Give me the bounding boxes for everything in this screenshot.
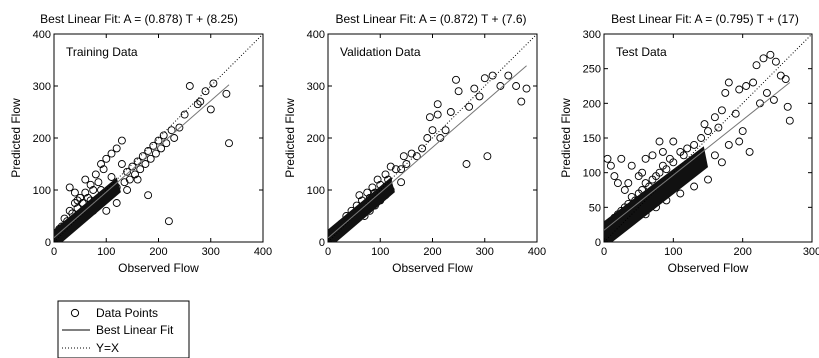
y-tick-label: 100 <box>307 185 325 197</box>
legend-label-data-points: Data Points <box>96 306 158 320</box>
x-tick-label: 0 <box>51 246 57 258</box>
x-tick-label: 0 <box>601 246 607 258</box>
y-tick-label: 200 <box>307 133 325 145</box>
y-tick-label: 0 <box>319 237 325 249</box>
y-tick-label: 300 <box>307 81 325 93</box>
chart-title: Best Linear Fit: A = (0.795) T + (17) <box>611 12 799 26</box>
y-axis-label: Predicted Flow <box>283 98 297 178</box>
y-tick-label: 300 <box>33 81 51 93</box>
x-tick-label: 400 <box>254 246 272 258</box>
y-tick-label: 400 <box>33 29 51 41</box>
panel-label: Test Data <box>616 45 667 59</box>
test-panel: Best Linear Fit: A = (0.795) T + (17) 0 10… <box>559 12 819 275</box>
x-tick-label: 100 <box>664 246 682 258</box>
x-tick-label: 100 <box>371 246 389 258</box>
x-axis-label: Observed Flow <box>668 261 749 275</box>
y-tick-label: 300 <box>583 29 601 41</box>
x-tick-label: 0 <box>325 246 331 258</box>
y-tick-label: 200 <box>33 133 51 145</box>
x-tick-label: 300 <box>476 246 494 258</box>
x-tick-label: 200 <box>423 246 441 258</box>
panel-label: Validation Data <box>340 45 421 59</box>
y-tick-label: 200 <box>583 98 601 110</box>
training-panel: Best Linear Fit: A = (0.878) T + (8.25) 0… <box>9 12 272 275</box>
x-tick-label: 200 <box>149 246 167 258</box>
y-tick-label: 100 <box>33 185 51 197</box>
y-tick-label: 0 <box>595 237 601 249</box>
legend-label-best-fit: Best Linear Fit <box>96 323 174 337</box>
y-tick-label: 400 <box>307 29 325 41</box>
chart-title: Best Linear Fit: A = (0.878) T + (8.25) <box>40 12 238 26</box>
y-tick-label: 50 <box>589 202 601 214</box>
y-tick-label: 250 <box>583 64 601 76</box>
chart-title: Best Linear Fit: A = (0.872) T + (7.6) <box>336 12 527 26</box>
y-tick-label: 150 <box>583 133 601 145</box>
x-tick-label: 400 <box>528 246 546 258</box>
x-tick-label: 300 <box>202 246 220 258</box>
x-axis-label: Observed Flow <box>118 261 199 275</box>
x-tick-label: 200 <box>733 246 751 258</box>
legend: Data Points Best Linear Fit Y=X <box>58 301 189 358</box>
x-tick-label: 100 <box>97 246 115 258</box>
y-tick-label: 100 <box>583 168 601 180</box>
validation-panel: Best Linear Fit: A = (0.872) T + (7.6) 0 1… <box>283 12 546 275</box>
legend-label-yx: Y=X <box>96 341 119 355</box>
panel-label: Training Data <box>66 45 138 59</box>
x-axis-label: Observed Flow <box>392 261 473 275</box>
y-axis-label: Predicted Flow <box>559 98 573 178</box>
y-tick-label: 0 <box>45 237 51 249</box>
x-tick-label: 300 <box>803 246 819 258</box>
y-axis-label: Predicted Flow <box>9 98 23 178</box>
